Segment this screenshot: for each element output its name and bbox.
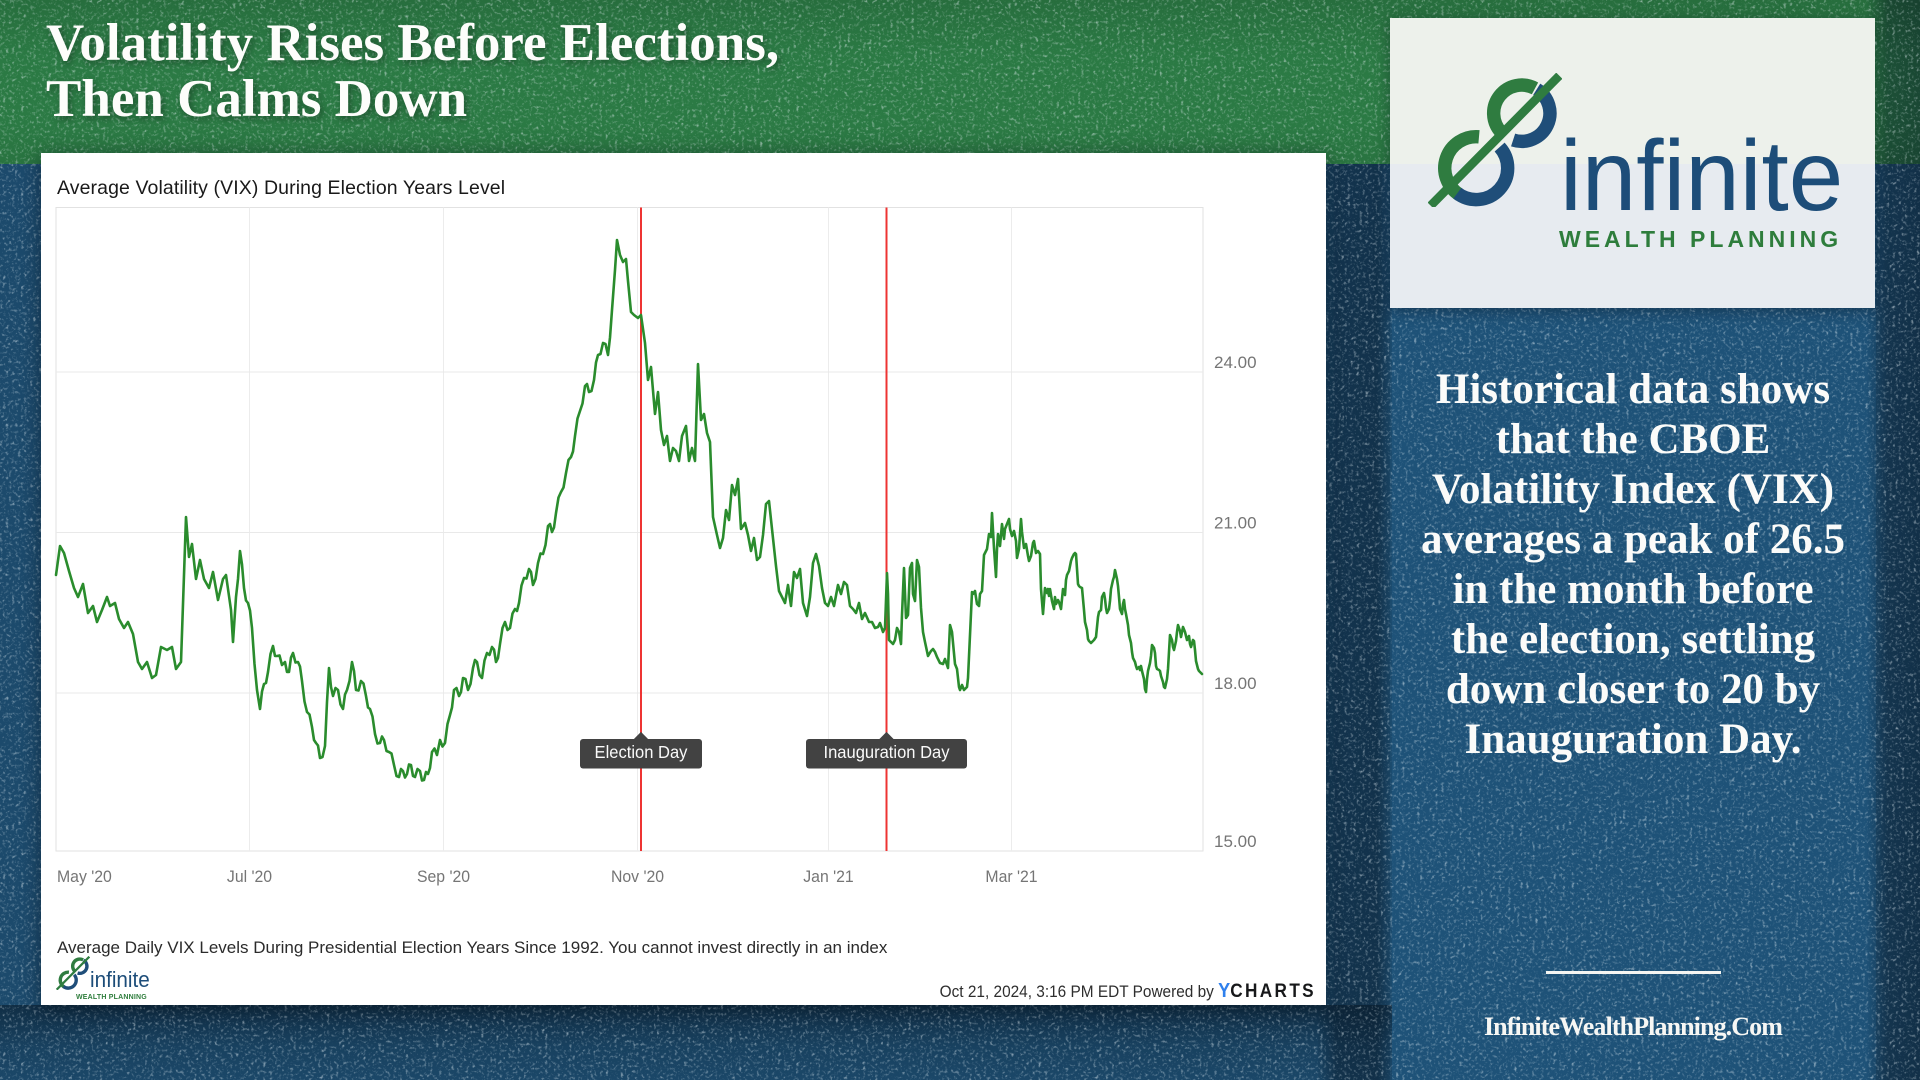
svg-text:Inauguration Day: Inauguration Day bbox=[823, 741, 949, 762]
svg-text:Election Day: Election Day bbox=[595, 741, 688, 762]
svg-text:15.00: 15.00 bbox=[1214, 832, 1257, 851]
svg-text:Sep '20: Sep '20 bbox=[417, 868, 470, 887]
svg-text:Nov '20: Nov '20 bbox=[611, 868, 664, 887]
svg-text:Jul '20: Jul '20 bbox=[227, 868, 272, 887]
svg-text:Jan '21: Jan '21 bbox=[803, 868, 853, 887]
svg-text:21.00: 21.00 bbox=[1214, 514, 1257, 533]
svg-text:18.00: 18.00 bbox=[1214, 674, 1257, 693]
svg-text:24.00: 24.00 bbox=[1214, 353, 1257, 372]
svg-text:Mar '21: Mar '21 bbox=[985, 868, 1037, 887]
svg-text:May '20: May '20 bbox=[57, 868, 112, 887]
